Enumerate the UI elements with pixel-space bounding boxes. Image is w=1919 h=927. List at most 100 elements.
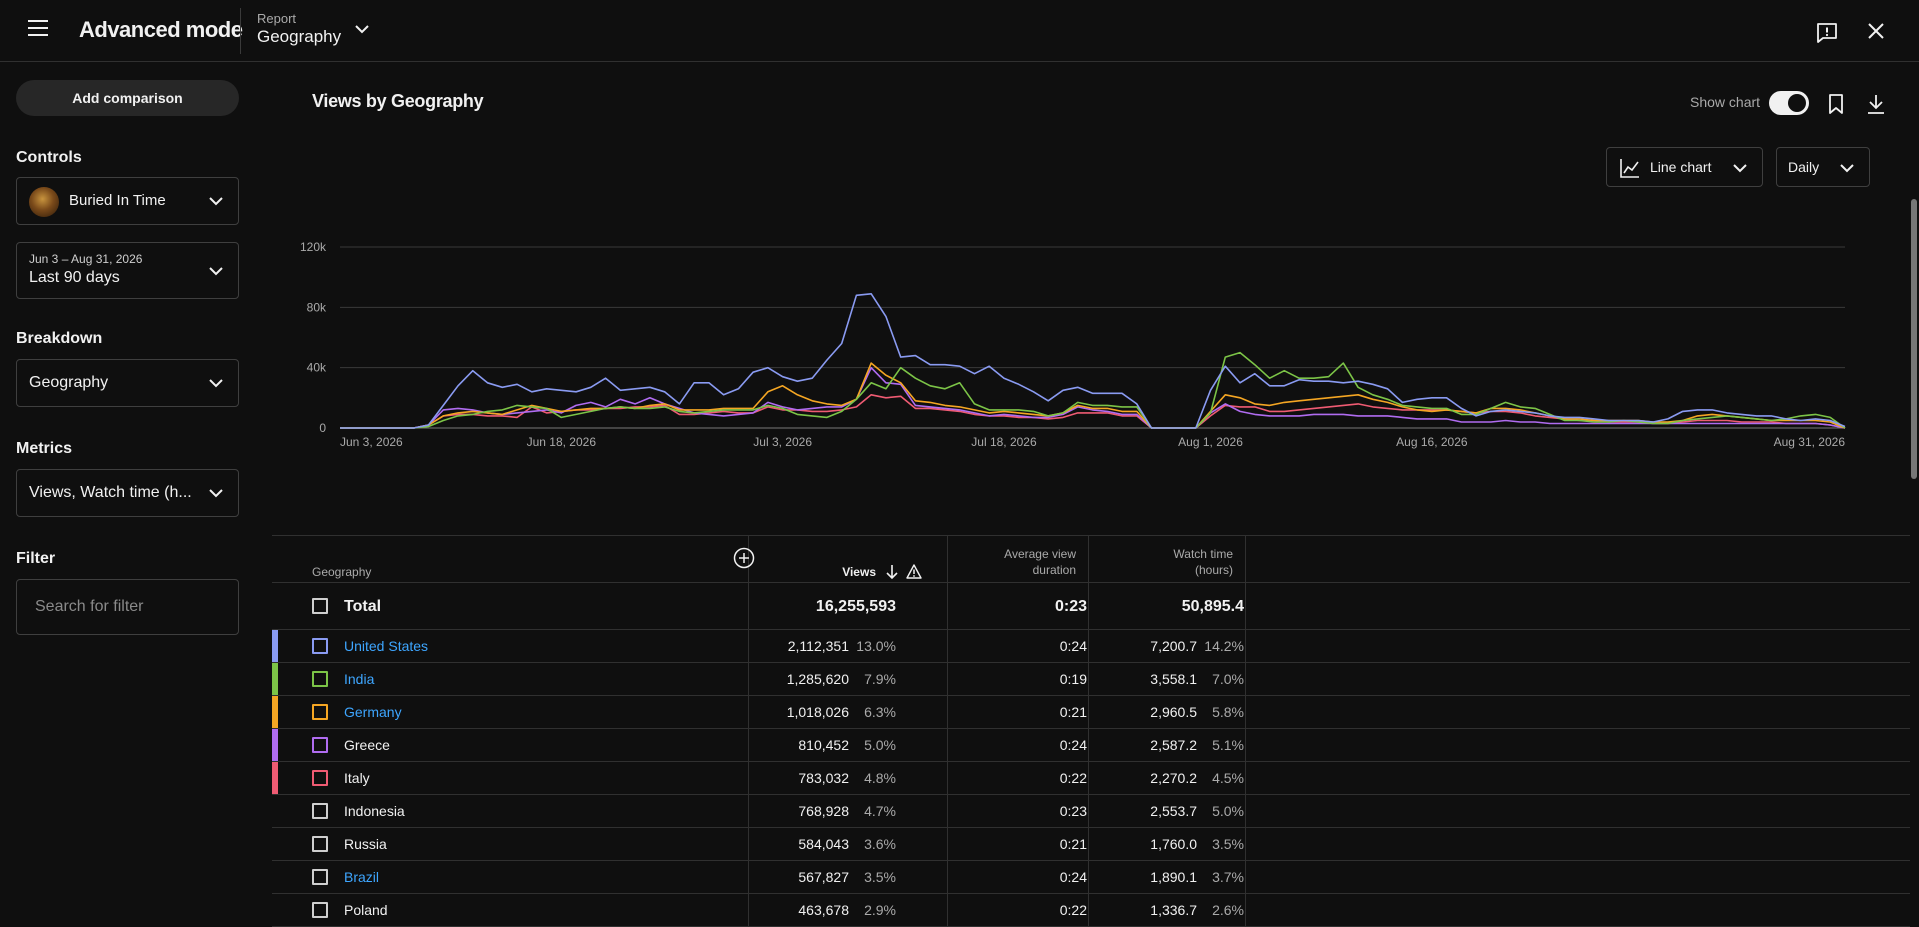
series-line-india xyxy=(340,351,1846,429)
add-column-icon[interactable] xyxy=(732,546,756,570)
chevron-down-icon xyxy=(209,379,223,388)
breakdown-label: Breakdown xyxy=(16,330,103,347)
watch-time-percent: 3.7% xyxy=(1212,869,1244,885)
total-watch-time: 50,895.4 xyxy=(1181,598,1244,615)
table-row: India 1,285,620 7.9% 0:19 3,558.1 7.0% xyxy=(272,663,1910,696)
line-chart-icon xyxy=(1620,159,1639,178)
series-color-marker xyxy=(272,795,278,827)
watch-time-value: 1,336.7 xyxy=(1150,902,1197,918)
divider xyxy=(240,8,241,54)
header-line: duration xyxy=(1032,563,1076,577)
date-range-value: Last 90 days xyxy=(29,269,120,286)
total-avg-duration: 0:23 xyxy=(1054,598,1087,615)
chevron-down-icon xyxy=(1733,164,1747,173)
views-value: 2,112,351 xyxy=(787,638,849,654)
breakdown-select[interactable]: Geography xyxy=(16,359,239,407)
watch-time-value: 1,890.1 xyxy=(1150,869,1197,885)
series-color-marker xyxy=(272,894,278,926)
series-color-marker xyxy=(272,630,278,662)
views-percent: 3.5% xyxy=(864,869,896,885)
column-header-avg-duration[interactable]: Average view duration xyxy=(962,546,1076,578)
feedback-icon[interactable] xyxy=(1812,18,1842,48)
column-divider xyxy=(1245,535,1246,927)
scrollbar-thumb[interactable] xyxy=(1911,199,1917,479)
report-label: Report xyxy=(257,11,297,26)
column-header-watch-time[interactable]: Watch time (hours) xyxy=(1112,546,1233,578)
app-title: Advanced mode xyxy=(79,17,243,42)
table-row: Greece 810,452 5.0% 0:24 2,587.2 5.1% xyxy=(272,729,1910,762)
download-icon[interactable] xyxy=(1861,89,1891,119)
chart-type-select[interactable]: Line chart xyxy=(1606,147,1763,187)
warning-icon[interactable] xyxy=(906,564,922,579)
row-checkbox[interactable] xyxy=(312,836,328,852)
watch-time-percent: 7.0% xyxy=(1212,671,1244,687)
column-divider xyxy=(947,535,948,927)
row-checkbox[interactable] xyxy=(312,671,328,687)
data-table: Geography Views Average view duration Wa… xyxy=(272,535,1910,927)
views-value: 463,678 xyxy=(798,902,849,918)
bookmark-icon[interactable] xyxy=(1821,89,1851,119)
show-chart-toggle[interactable] xyxy=(1769,91,1809,115)
row-checkbox[interactable] xyxy=(312,598,328,614)
series-color-marker xyxy=(272,762,278,794)
series-line-greece xyxy=(340,366,1846,429)
row-checkbox[interactable] xyxy=(312,803,328,819)
chevron-down-icon[interactable] xyxy=(351,21,373,37)
series-color-marker xyxy=(272,729,278,761)
chevron-down-icon xyxy=(1840,164,1854,173)
controls-label: Controls xyxy=(16,149,82,166)
avg-duration-value: 0:21 xyxy=(1059,836,1087,852)
geography-name[interactable]: United States xyxy=(344,638,429,654)
add-comparison-button[interactable]: Add comparison xyxy=(16,80,239,116)
views-value: 567,827 xyxy=(798,869,849,885)
geography-name: Italy xyxy=(344,770,370,786)
metrics-label: Metrics xyxy=(16,440,73,457)
table-row: Germany 1,018,026 6.3% 0:21 2,960.5 5.8% xyxy=(272,696,1910,729)
total-views: 16,255,593 xyxy=(815,598,896,615)
interval-select[interactable]: Daily xyxy=(1776,147,1870,187)
series-color-marker xyxy=(272,861,278,893)
main-panel: Views by Geography Show chart Line chart… xyxy=(272,63,1919,927)
row-checkbox[interactable] xyxy=(312,869,328,885)
watch-time-value: 2,960.5 xyxy=(1150,704,1197,720)
table-row: Russia 584,043 3.6% 0:21 1,760.0 3.5% xyxy=(272,828,1910,861)
menu-icon[interactable] xyxy=(28,20,48,38)
x-tick-label: Aug 16, 2026 xyxy=(1396,435,1468,449)
close-icon[interactable] xyxy=(1861,16,1891,46)
table-row: Brazil 567,827 3.5% 0:24 1,890.1 3.7% xyxy=(272,861,1910,894)
content-select[interactable]: Buried In Time xyxy=(16,177,239,225)
table-row: United States 2,112,351 13.0% 0:24 7,200.7 14… xyxy=(272,630,1910,663)
table-body: United States 2,112,351 13.0% 0:24 7,200.7 14… xyxy=(272,630,1910,927)
column-header-views[interactable]: Views xyxy=(842,565,876,579)
row-checkbox[interactable] xyxy=(312,737,328,753)
series-line-germany xyxy=(340,362,1846,429)
watch-time-value: 3,558.1 xyxy=(1150,671,1197,687)
table-row: Indonesia 768,928 4.7% 0:23 2,553.7 5.0% xyxy=(272,795,1910,828)
views-value: 1,285,620 xyxy=(786,671,849,687)
geography-name[interactable]: India xyxy=(344,671,375,687)
metrics-select[interactable]: Views, Watch time (h... xyxy=(16,469,239,517)
y-tick-label: 80k xyxy=(307,300,327,314)
row-checkbox[interactable] xyxy=(312,638,328,654)
avg-duration-value: 0:24 xyxy=(1059,869,1087,885)
watch-time-percent: 3.5% xyxy=(1212,836,1244,852)
views-percent: 6.3% xyxy=(864,704,896,720)
filter-input[interactable] xyxy=(16,579,239,635)
x-tick-label: Jun 18, 2026 xyxy=(527,435,597,449)
geography-name: Indonesia xyxy=(344,803,405,819)
date-range-select[interactable]: Jun 3 – Aug 31, 2026 Last 90 days xyxy=(16,242,239,299)
report-value[interactable]: Geography xyxy=(257,27,342,46)
interval-label: Daily xyxy=(1788,159,1820,175)
row-checkbox[interactable] xyxy=(312,902,328,918)
sort-down-icon[interactable] xyxy=(886,564,898,580)
row-checkbox[interactable] xyxy=(312,770,328,786)
column-header-geography[interactable]: Geography xyxy=(312,565,372,579)
watch-time-value: 1,760.0 xyxy=(1150,836,1197,852)
series-color-marker xyxy=(272,828,278,860)
header-line: Watch time xyxy=(1173,547,1233,561)
watch-time-percent: 5.0% xyxy=(1212,803,1244,819)
geography-name[interactable]: Germany xyxy=(344,704,402,720)
row-checkbox[interactable] xyxy=(312,704,328,720)
avg-duration-value: 0:23 xyxy=(1059,803,1087,819)
geography-name[interactable]: Brazil xyxy=(344,869,380,885)
